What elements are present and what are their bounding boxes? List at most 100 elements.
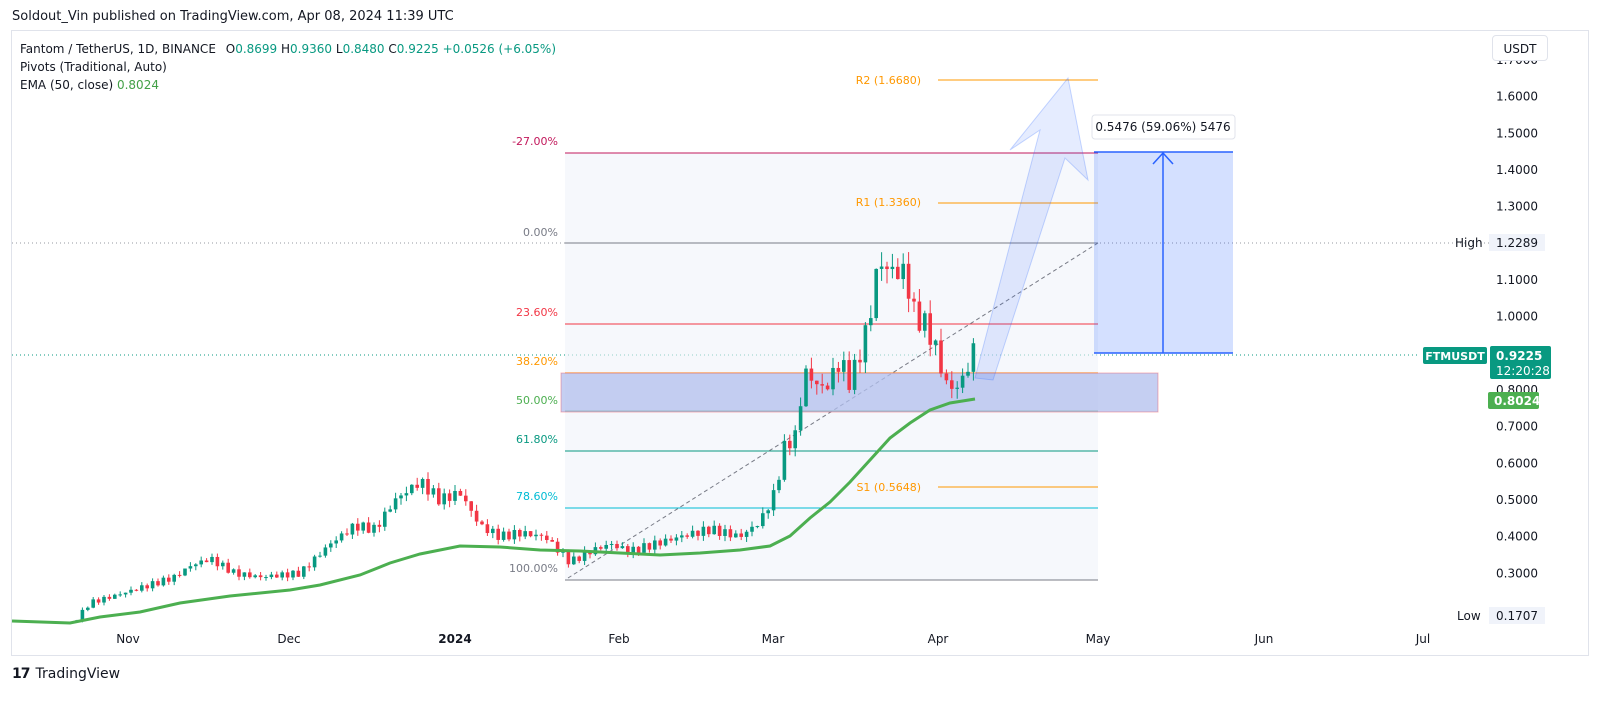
candlesticks[interactable] [75, 252, 976, 623]
ema-indicator[interactable]: EMA (50, close) 0.8024 [20, 76, 556, 94]
time-axis[interactable]: Nov Dec 2024 Feb Mar Apr May Jun Jul [116, 632, 1430, 646]
candle-body [971, 343, 976, 372]
pivots-indicator[interactable]: Pivots (Traditional, Auto) [20, 60, 167, 74]
time-label: Mar [762, 632, 785, 646]
fib-label-236: 23.60% [516, 306, 558, 319]
candle-body [183, 568, 187, 576]
candle-body [615, 543, 619, 549]
candle-body [329, 543, 333, 548]
candle-body [334, 540, 338, 544]
candle-body [102, 596, 106, 603]
candle-body [809, 368, 814, 381]
candle-body [620, 546, 625, 549]
fib-label-786: 78.60% [516, 490, 558, 503]
currency-button[interactable]: USDT [1492, 35, 1548, 61]
candle-body [356, 523, 360, 531]
candle-body [296, 570, 301, 577]
candle-body [923, 313, 927, 331]
candle-body [464, 495, 468, 502]
candle-body [237, 569, 241, 577]
candle-body [663, 538, 668, 546]
price-tick: 1.6000 [1496, 90, 1538, 104]
candle-body [550, 540, 554, 542]
candle-body [496, 528, 500, 540]
ema-tag-box [1488, 392, 1539, 409]
candle-body [831, 367, 835, 390]
candle-body [437, 488, 441, 505]
candle-body [642, 543, 646, 553]
candle-body [302, 566, 306, 577]
candle-body [145, 585, 149, 589]
price-tick: 1.1000 [1496, 273, 1538, 287]
candle-body [361, 522, 365, 531]
candle-body [960, 375, 965, 388]
pivot-levels[interactable]: R2 (1.6680) R1 (1.3360) S1 (0.5648) [856, 74, 1098, 494]
candle-body [199, 560, 203, 565]
price-tick: 0.5000 [1496, 493, 1538, 507]
candle-body [410, 484, 414, 494]
price-tick: 0.3000 [1496, 566, 1538, 580]
fib-label-618: 61.80% [516, 433, 558, 446]
fib-background [565, 153, 1098, 580]
candle-body [485, 524, 490, 534]
candle-body [264, 577, 268, 579]
measure-label-box [1091, 114, 1236, 140]
candle-body [134, 589, 139, 591]
candle-body [728, 529, 733, 538]
candle-body [453, 490, 457, 501]
time-label: 2024 [438, 632, 471, 646]
candle-body [815, 380, 819, 385]
candle-body [377, 524, 382, 527]
candle-body [761, 513, 765, 527]
candle-body [204, 560, 209, 563]
candle-body [901, 263, 905, 280]
fib-levels[interactable]: -27.00% 0.00% 23.60% 38.20% 50.00% 61.80… [509, 135, 1099, 581]
pivot-s1-label: S1 (0.5648) [856, 481, 921, 494]
candle-body [426, 478, 430, 495]
candle-body [420, 478, 425, 488]
candle-body [939, 340, 943, 374]
candle-body [523, 531, 527, 537]
projection-arrow[interactable] [974, 76, 1089, 381]
candle-body [955, 387, 959, 389]
candle-body [804, 368, 808, 407]
candle-body [782, 440, 787, 480]
fib-label-382: 38.20% [516, 355, 558, 368]
price-axis[interactable]: 1.70001.60001.50001.40001.30001.20001.10… [1496, 53, 1538, 580]
candle-body [431, 488, 436, 495]
fib-label-0: 0.00% [523, 226, 558, 239]
publisher-line: Soldout_Vin published on TradingView.com… [12, 9, 454, 24]
support-zone[interactable] [560, 372, 1159, 413]
candle-body [226, 562, 230, 573]
candle-body [140, 585, 144, 591]
candle-body [885, 266, 889, 270]
change-value: +0.0526 (+6.05%) [442, 42, 557, 56]
countdown: 12:20:28 [1496, 364, 1550, 378]
candle-body [447, 493, 452, 501]
candle-body [739, 533, 743, 537]
candle-body [393, 498, 398, 510]
time-label: Feb [608, 632, 629, 646]
last-price: 0.9225 [1496, 349, 1542, 363]
candle-body [167, 577, 171, 582]
candle-body [674, 537, 679, 541]
ema-tag: 0.8024 [1494, 394, 1540, 408]
candle-body [604, 544, 608, 549]
brand-name: TradingView [35, 666, 121, 682]
footer-branding[interactable]: 17 TradingView [12, 666, 120, 682]
ema-value: 0.8024 [116, 78, 159, 92]
candle-body [86, 607, 90, 610]
candle-body [906, 263, 911, 299]
candle-body [847, 360, 851, 390]
price-tick: 0.6000 [1496, 456, 1538, 470]
candle-body [469, 501, 473, 511]
candle-body [734, 533, 738, 538]
ema-line[interactable] [11, 397, 976, 625]
candle-body [545, 535, 549, 541]
symbol-title[interactable]: Fantom / TetherUS, 1D, BINANCE [20, 42, 216, 56]
close-label: C [388, 42, 397, 56]
candle-body [215, 556, 220, 567]
candle-body [890, 266, 895, 270]
candle-body [96, 599, 101, 603]
